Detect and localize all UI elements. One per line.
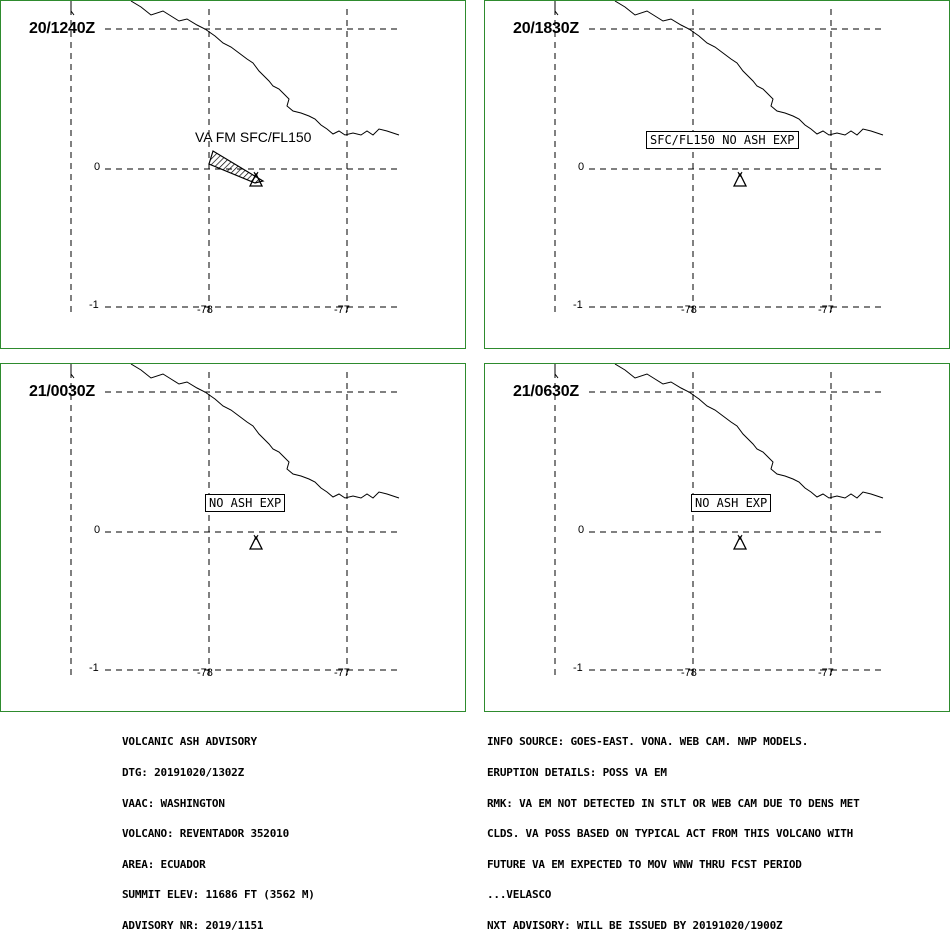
forecast-panel-2: 20/1830Z 0 -1 -78 -77 SFC/FL150 NO ASH E… [484, 0, 950, 349]
border-tick [70, 1, 75, 16]
no-ash-label: NO ASH EXP [691, 494, 772, 512]
coastline [130, 1, 400, 136]
advisory-line: CLDS. VA POSS BASED ON TYPICAL ACT FROM … [487, 827, 854, 841]
map-panel-1-graphics [70, 1, 400, 313]
lat-label-minus1: -1 [89, 662, 99, 674]
map-panel-2-graphics [554, 1, 884, 313]
advisory-line: AREA: ECUADOR [122, 857, 206, 871]
lon-label-minus77: -77 [334, 304, 350, 316]
lat-label-0: 0 [94, 161, 101, 173]
lon-label-minus78: -78 [197, 667, 213, 679]
advisory-line: ...VELASCO [487, 888, 552, 902]
advisory-line: INFO SOURCE: GOES-EAST. VONA. WEB CAM. N… [487, 735, 809, 749]
lon-label-minus78: -78 [681, 667, 697, 679]
volcano-triangle-icon [732, 172, 748, 187]
border-tick [554, 1, 559, 16]
map-panel-3-graphics [70, 364, 400, 676]
coastline [614, 364, 884, 499]
volcano-vent-icon [737, 171, 743, 178]
lat-label-0: 0 [578, 161, 585, 173]
hatched-ash-area [208, 150, 265, 184]
advisory-line: VOLCANIC ASH ADVISORY [122, 735, 257, 749]
lat-label-minus1: -1 [573, 299, 583, 311]
volcano-vent-icon [253, 171, 259, 178]
no-ash-label: NO ASH EXP [205, 494, 286, 512]
panel-3-time: 21/0030Z [29, 383, 96, 400]
coastline [130, 364, 400, 499]
panel-4-time: 21/0630Z [513, 383, 580, 400]
lat-label-minus1: -1 [573, 662, 583, 674]
volcano-triangle-icon [248, 535, 264, 550]
ash-height-label: VA FM SFC/FL150 [195, 129, 312, 145]
advisory-remarks-block: INFO SOURCE: GOES-EAST. VONA. WEB CAM. N… [487, 717, 860, 941]
lat-label-minus1: -1 [89, 299, 99, 311]
map-panel-4-graphics [554, 364, 884, 676]
advisory-line: DTG: 20191020/1302Z [122, 766, 245, 779]
lat-label-0: 0 [94, 524, 101, 536]
volcano-triangle-icon [732, 535, 748, 550]
lon-label-minus77: -77 [334, 667, 350, 679]
advisory-line: VOLCANO: REVENTADOR 352010 [122, 827, 289, 841]
lon-label-minus78: -78 [681, 304, 697, 316]
advisory-line: FUTURE VA EM EXPECTED TO MOV WNW THRU FC… [487, 857, 802, 871]
panel-2-time: 20/1830Z [513, 20, 580, 37]
border-tick [554, 364, 559, 379]
advisory-line: SUMMIT ELEV: 11686 FT (3562 M) [122, 888, 315, 902]
advisory-line: NXT ADVISORY: WILL BE ISSUED BY 20191020… [487, 918, 783, 932]
lon-label-minus77: -77 [818, 667, 834, 679]
forecast-panel-4: 21/0630Z 0 -1 -78 -77 NO ASH EXP [484, 363, 950, 712]
advisory-line: VAAC: WASHINGTON [122, 796, 225, 810]
volcano-vent-icon [737, 534, 743, 541]
lat-label-0: 0 [578, 524, 585, 536]
border-tick [70, 364, 75, 379]
volcano-vent-icon [253, 534, 259, 541]
lon-label-minus78: -78 [197, 304, 213, 316]
advisory-line: RMK: VA EM NOT DETECTED IN STLT OR WEB C… [487, 796, 860, 810]
forecast-panel-3: 21/0030Z 0 -1 -78 -77 NO ASH EXP [0, 363, 466, 712]
forecast-panel-1: 20/1240Z 0 -1 -78 -77 VA FM SFC/FL150 [0, 0, 466, 349]
advisory-line: ADVISORY NR: 2019/1151 [122, 918, 264, 932]
no-ash-label: SFC/FL150 NO ASH EXP [646, 131, 799, 149]
lon-label-minus77: -77 [818, 304, 834, 316]
panel-1-time: 20/1240Z [29, 20, 96, 37]
advisory-header-block: VOLCANIC ASH ADVISORY DTG: 20191020/1302… [122, 717, 315, 941]
advisory-line: ERUPTION DETAILS: POSS VA EM [487, 766, 667, 779]
coastline [614, 1, 884, 136]
